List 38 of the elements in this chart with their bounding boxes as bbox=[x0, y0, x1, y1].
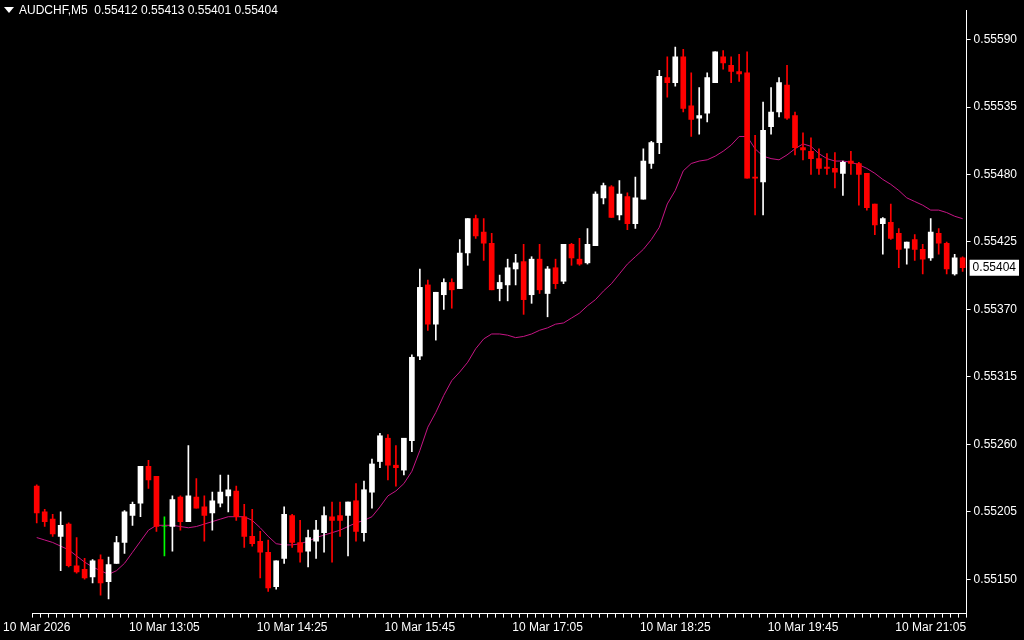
candlestick bbox=[808, 137, 814, 175]
x-tick-label: 10 Mar 2026 bbox=[3, 620, 71, 635]
y-tick-label: 0.55315 bbox=[973, 369, 1018, 384]
y-tick-label: 0.55205 bbox=[973, 504, 1018, 519]
candlestick bbox=[337, 501, 343, 537]
candlestick bbox=[728, 56, 734, 83]
candlestick bbox=[736, 54, 742, 82]
text: 0.55404 bbox=[972, 260, 1017, 275]
y-tick-label: 0.55150 bbox=[973, 571, 1018, 586]
x-tick-label: 10 Mar 17:05 bbox=[512, 620, 584, 635]
candlestick bbox=[696, 87, 703, 135]
candlestick bbox=[249, 509, 256, 547]
y-tick-label: 0.55535 bbox=[973, 99, 1018, 114]
chart-title: AUDCHF,M5 0.55412 0.55413 0.55401 0.55404 bbox=[19, 3, 278, 17]
x-tick-label: 10 Mar 18:25 bbox=[639, 620, 711, 635]
candlestick bbox=[752, 134, 758, 216]
candlestick bbox=[800, 132, 806, 161]
candlestick bbox=[664, 56, 671, 98]
candlestick bbox=[832, 152, 838, 189]
candlestick bbox=[448, 278, 455, 309]
y-tick-label: 0.55425 bbox=[973, 234, 1018, 249]
candlestick bbox=[329, 501, 335, 563]
x-tick-label: 10 Mar 19:45 bbox=[767, 620, 839, 635]
candlestick bbox=[879, 217, 886, 255]
x-tick-label: 10 Mar 13:05 bbox=[129, 620, 201, 635]
candlestick bbox=[848, 150, 854, 175]
x-tick-label: 10 Mar 21:05 bbox=[895, 620, 967, 635]
y-tick-label: 0.55590 bbox=[973, 31, 1018, 46]
candlestick bbox=[257, 531, 264, 579]
y-tick-label: 0.55370 bbox=[973, 301, 1018, 316]
candlestick bbox=[688, 72, 695, 137]
candlestick bbox=[824, 153, 830, 175]
y-tick-label: 0.55260 bbox=[973, 436, 1018, 451]
candlestick bbox=[393, 445, 399, 487]
candlestick bbox=[225, 474, 232, 513]
y-tick-label: 0.55480 bbox=[973, 166, 1018, 181]
x-tick-label: 10 Mar 14:25 bbox=[256, 620, 328, 635]
x-tick-label: 10 Mar 15:45 bbox=[384, 620, 456, 635]
